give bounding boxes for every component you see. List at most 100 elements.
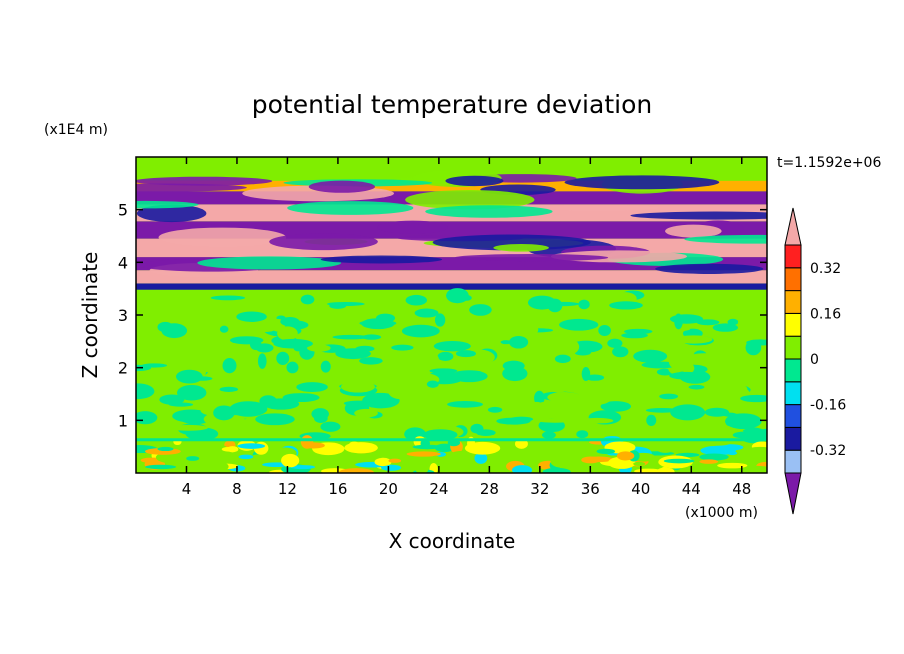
texture-blob — [406, 451, 441, 457]
texture-streak — [432, 234, 591, 251]
texture-blob — [511, 322, 539, 338]
texture-streak — [158, 227, 287, 248]
texture-blob — [209, 461, 229, 472]
texture-blob — [196, 360, 221, 373]
texture-blob — [469, 304, 492, 316]
x-tick-label: 40 — [631, 480, 650, 498]
texture-blob — [427, 353, 439, 367]
texture-blob — [430, 455, 440, 462]
texture-blob — [598, 325, 611, 336]
texture-streak — [630, 211, 767, 220]
x-tick-label: 12 — [278, 480, 297, 498]
texture-blob — [712, 323, 738, 332]
texture-blob — [282, 393, 320, 403]
texture-blob — [625, 427, 648, 441]
texture-blob — [678, 371, 687, 378]
texture-blob — [460, 294, 472, 301]
colorbar-tick-label: -0.32 — [810, 443, 846, 459]
texture-streak — [377, 220, 448, 234]
texture-blob — [699, 453, 729, 461]
texture-blob — [474, 452, 488, 464]
texture-streak — [425, 205, 553, 218]
texture-blob — [290, 465, 316, 470]
texture-blob — [229, 401, 268, 417]
texture-blob — [219, 386, 239, 392]
texture-blob — [343, 418, 358, 424]
texture-blob — [612, 346, 629, 358]
colorbar: 0.32 0.16 0 -0.16 -0.32 — [784, 207, 846, 515]
texture-blob — [534, 390, 545, 406]
texture-blob — [362, 334, 382, 340]
texture-blob — [434, 313, 446, 327]
colorbar-segment — [784, 312, 802, 337]
texture-blob — [670, 404, 706, 421]
texture-blob — [434, 443, 455, 453]
texture-blob — [585, 374, 605, 381]
chart-title: potential temperature deviation — [252, 90, 652, 119]
texture-blob — [320, 421, 341, 432]
texture-streak — [136, 200, 199, 209]
texture-blob — [300, 294, 315, 305]
texture-blob — [633, 461, 646, 466]
texture-blob — [688, 384, 705, 390]
texture-blob — [581, 456, 601, 464]
texture-blob — [607, 338, 623, 349]
texture-blob — [222, 357, 237, 374]
texture-blob — [674, 313, 683, 330]
x-tick-label: 28 — [480, 480, 499, 498]
texture-blob — [633, 349, 668, 363]
texture-blob — [713, 444, 744, 451]
texture-blob — [724, 413, 762, 430]
texture-blob — [210, 295, 246, 301]
texture-blob — [286, 361, 299, 374]
texture-blob — [675, 335, 713, 344]
plot-field — [136, 157, 767, 473]
texture-blob — [496, 417, 531, 425]
texture-blob — [437, 351, 454, 362]
texture-blob — [147, 426, 173, 436]
texture-streak — [454, 254, 609, 262]
texture-blob — [302, 442, 325, 449]
texture-blob — [343, 372, 363, 389]
texture-blob — [699, 459, 719, 464]
texture-streak — [445, 175, 504, 187]
texture-blob — [245, 426, 258, 432]
field-band — [136, 283, 767, 290]
texture-blob — [257, 353, 267, 369]
texture-blob — [623, 328, 653, 335]
texture-blob — [248, 454, 279, 462]
texture-streak — [136, 204, 207, 223]
texture-blob — [609, 301, 643, 310]
texture-blob — [355, 345, 375, 352]
y-tick-label: 2 — [118, 359, 128, 378]
texture-blob — [344, 442, 378, 454]
colorbar-tick-label: 0.32 — [810, 261, 841, 277]
texture-blob — [732, 431, 759, 439]
x-tick-label: 36 — [581, 480, 600, 498]
texture-blob — [576, 430, 589, 439]
texture-blob — [359, 357, 383, 365]
texture-blob — [219, 325, 229, 333]
texture-blob — [168, 402, 194, 407]
texture-blob — [384, 442, 412, 452]
texture-streak — [308, 180, 376, 193]
texture-blob — [574, 349, 592, 356]
texture-blob — [249, 337, 262, 351]
texture-blob — [362, 392, 400, 409]
texture-streak — [405, 190, 535, 210]
texture-blob — [542, 467, 571, 473]
texture-blob — [613, 365, 624, 372]
texture-blob — [500, 340, 512, 345]
colorbar-segment — [784, 358, 802, 383]
texture-blob — [414, 308, 439, 318]
texture-blob — [386, 415, 415, 425]
texture-blob — [748, 368, 767, 383]
x-tick-label: 4 — [182, 480, 192, 498]
texture-blob — [273, 338, 313, 349]
texture-blob — [527, 295, 557, 310]
texture-blob — [550, 455, 575, 468]
texture-blob — [537, 418, 573, 423]
texture-blob — [559, 318, 599, 331]
texture-blob — [600, 401, 632, 412]
texture-blob — [317, 398, 345, 405]
